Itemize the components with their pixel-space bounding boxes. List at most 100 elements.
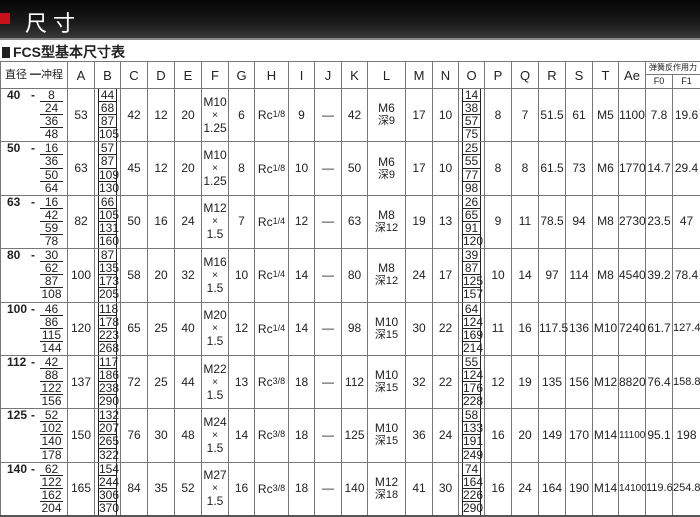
cell-d: 16 bbox=[148, 195, 175, 248]
f-line: 1.5 bbox=[202, 228, 228, 241]
cell-f: M16×1.5 bbox=[202, 249, 229, 302]
o-value: 74 bbox=[463, 463, 480, 476]
cell-f1: 47 bbox=[673, 195, 700, 248]
bore-value: 112 bbox=[7, 356, 26, 369]
section-title: 尺寸 bbox=[25, 6, 81, 38]
cell-i: 18 bbox=[289, 409, 315, 462]
column-header-m: M bbox=[406, 62, 433, 89]
cell-c: 58 bbox=[121, 249, 148, 302]
cell-r: 117.5 bbox=[539, 302, 566, 355]
o-value: 226 bbox=[463, 489, 480, 502]
stroke-value: 115 bbox=[40, 329, 63, 342]
column-header-g: G bbox=[229, 62, 255, 89]
column-header-s: S bbox=[566, 62, 593, 89]
stroke-value: 122 bbox=[40, 476, 63, 489]
f-line: 1.5 bbox=[202, 282, 228, 295]
cell-g: 10 bbox=[229, 249, 255, 302]
column-header-spring-force: 弹簧反作用力 bbox=[646, 62, 700, 75]
cell-p: 16 bbox=[485, 409, 512, 462]
cell-m: 30 bbox=[406, 302, 433, 355]
b-value: 130 bbox=[99, 182, 116, 195]
cell-g: 12 bbox=[229, 302, 255, 355]
cell-i: 14 bbox=[289, 249, 315, 302]
cell-d: 25 bbox=[148, 302, 175, 355]
l-line: M10 bbox=[368, 369, 405, 382]
cell-j: — bbox=[315, 89, 342, 142]
dash: - bbox=[31, 196, 35, 209]
cell-i: 18 bbox=[289, 462, 315, 516]
cell-q: 7 bbox=[512, 89, 539, 142]
b-value: 154 bbox=[99, 463, 116, 476]
cell-f0: 61.7 bbox=[646, 302, 673, 355]
cell-j: — bbox=[315, 462, 342, 516]
cell-f0: 7.8 bbox=[646, 89, 673, 142]
cell-f: M20×1.5 bbox=[202, 302, 229, 355]
cell-e: 40 bbox=[175, 302, 202, 355]
bullet-square-icon bbox=[2, 47, 10, 58]
stroke-value: 50 bbox=[40, 169, 63, 182]
cell-d: 12 bbox=[148, 89, 175, 142]
thread-size-fraction: 1/4 bbox=[273, 323, 286, 333]
cell-a: 137 bbox=[68, 355, 95, 408]
cell-n: 30 bbox=[433, 462, 459, 516]
cell-i: 14 bbox=[289, 302, 315, 355]
cell-e: 24 bbox=[175, 195, 202, 248]
cell-j: — bbox=[315, 142, 342, 195]
o-value: 290 bbox=[463, 502, 480, 515]
cell-s: 114 bbox=[566, 249, 593, 302]
cell-f: M27×1.5 bbox=[202, 462, 229, 516]
cell-m: 17 bbox=[406, 142, 433, 195]
column-header-c: C bbox=[121, 62, 148, 89]
cell-e: 20 bbox=[175, 142, 202, 195]
column-header-f1: F1 bbox=[673, 75, 700, 89]
cell-a: 63 bbox=[68, 142, 95, 195]
cell-c: 45 bbox=[121, 142, 148, 195]
cell-g: 14 bbox=[229, 409, 255, 462]
cell-h: Rc1/4 bbox=[255, 195, 289, 248]
l-line: 深15 bbox=[368, 382, 405, 395]
b-value: 205 bbox=[99, 288, 116, 301]
l-line: M10 bbox=[368, 316, 405, 329]
table-subtitle-text: FCS型基本尺寸表 bbox=[13, 42, 125, 62]
column-header-i: I bbox=[289, 62, 315, 89]
o-value: 75 bbox=[463, 128, 480, 141]
cell-a: 165 bbox=[68, 462, 95, 516]
stroke-value: 36 bbox=[40, 155, 63, 168]
cell-r: 51.5 bbox=[539, 89, 566, 142]
stroke-value: 108 bbox=[40, 288, 63, 301]
dash: - bbox=[31, 463, 35, 476]
cell-p: 8 bbox=[485, 142, 512, 195]
dash: - bbox=[31, 303, 35, 316]
f-line: × bbox=[202, 429, 228, 442]
cell-d: 30 bbox=[148, 409, 175, 462]
o-value: 55 bbox=[463, 155, 480, 168]
cell-f: M22×1.5 bbox=[202, 355, 229, 408]
cell-f0: 39.2 bbox=[646, 249, 673, 302]
cell-q: 20 bbox=[512, 409, 539, 462]
stroke-value: 162 bbox=[40, 489, 63, 502]
cell-e: 20 bbox=[175, 89, 202, 142]
thread-type: Rc bbox=[258, 162, 273, 176]
thread-type: Rc bbox=[258, 322, 273, 336]
cell-j: — bbox=[315, 355, 342, 408]
cell-n: 10 bbox=[433, 89, 459, 142]
column-header-f: F bbox=[202, 62, 229, 89]
bore-value: 80 bbox=[7, 249, 20, 262]
bore-value: 100 bbox=[7, 303, 27, 316]
column-header-d: D bbox=[148, 62, 175, 89]
o-value: 26 bbox=[463, 196, 480, 209]
column-header-b: B bbox=[95, 62, 121, 89]
column-header-p: P bbox=[485, 62, 512, 89]
cell-m: 24 bbox=[406, 249, 433, 302]
thread-size-fraction: 3/8 bbox=[273, 483, 286, 493]
